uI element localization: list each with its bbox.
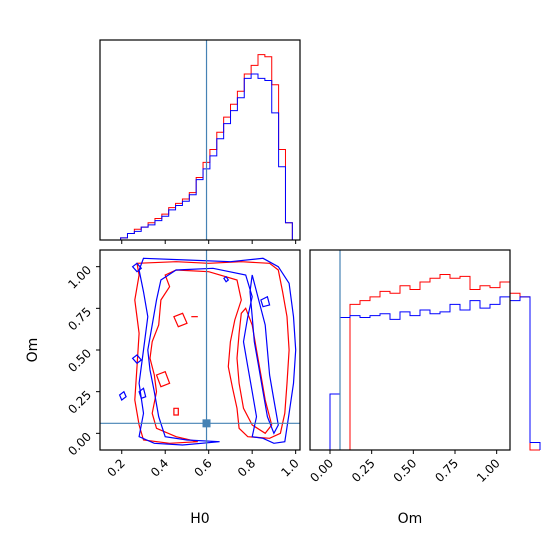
- blue-contour-outer: [138, 257, 297, 446]
- om-x-tick-label: 0.50: [391, 456, 420, 485]
- red-contour-inner: [236, 307, 273, 435]
- om-x-tick-label: 1.00: [474, 456, 503, 485]
- h0-x-tick-label: 0.2: [104, 456, 127, 479]
- red-contour-island-1: [173, 312, 188, 328]
- om-histogram-series-0: [310, 274, 540, 451]
- joint-truth-marker: [202, 419, 211, 428]
- h0-x-tick-label: 0.4: [148, 456, 171, 479]
- h0-x-tick-label: 0.6: [191, 456, 214, 479]
- panel-h0-om-contour: 0.2 0.4 0.6 0.8 1.0 0.00 0.25 0.50 0.75 1.00: [65, 249, 302, 480]
- h0-x-tick-label: 0.8: [235, 456, 258, 479]
- blue-contour-island-6: [223, 275, 230, 283]
- panel-h0-histogram: [99, 39, 301, 244]
- red-contour-island-2: [155, 370, 171, 388]
- red-contour-island-3: [173, 407, 179, 416]
- panel-om-histogram: 0.00 0.25 0.50 0.75 1.00: [307, 249, 541, 485]
- blue-contour-island-3: [118, 390, 127, 401]
- om-y-tick-label: 0.25: [65, 388, 94, 417]
- om-y-tick-label: 0.00: [65, 430, 94, 459]
- blue-contour-inner: [249, 274, 279, 435]
- blue-contour-island-5: [260, 295, 271, 308]
- om-y-tick-label: 0.50: [65, 346, 94, 375]
- x-axis-label-om: Om: [398, 511, 423, 527]
- h0-histogram-frame: [99, 39, 301, 241]
- om-y-tick-label: 0.75: [65, 305, 94, 334]
- red-contour-outer: [134, 261, 290, 444]
- om-x-tick-label: 0.25: [349, 456, 378, 485]
- axis-labels: H0 Om Om: [25, 338, 422, 527]
- h0-histogram-series-0: [100, 54, 293, 241]
- x-axis-label-h0: H0: [190, 511, 209, 527]
- h0-histogram-series-1: [100, 73, 293, 241]
- om-histogram-series-1: [310, 296, 541, 451]
- blue-contour-island-1: [131, 354, 143, 365]
- om-y-tick-label: 1.00: [65, 263, 94, 292]
- om-x-tick-label: 0.75: [432, 456, 461, 485]
- om-x-tick-label: 0.00: [307, 456, 336, 485]
- blue-contour-island-4: [131, 262, 143, 273]
- om-histogram-frame: [309, 249, 511, 451]
- blue-contour-island-2: [138, 387, 147, 400]
- h0-x-tick-label: 1.0: [278, 456, 301, 479]
- y-axis-label-om: Om: [25, 338, 41, 363]
